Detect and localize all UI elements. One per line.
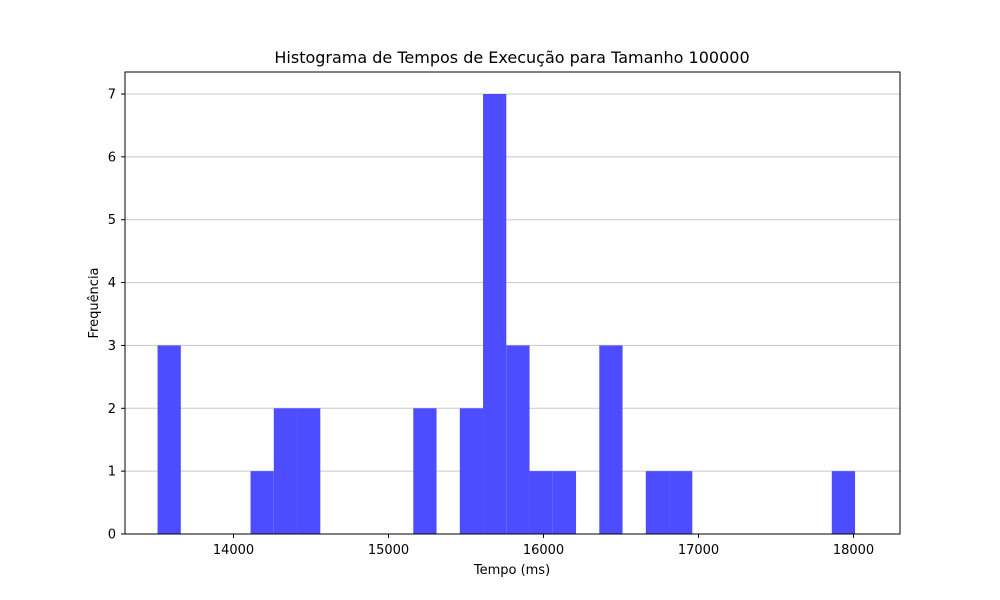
histogram-bar [669,471,693,534]
y-axis-ticks: 0 1 2 3 4 5 6 7 [108,88,125,543]
histogram-bar [645,471,670,534]
y-tick-label: 0 [108,528,116,543]
histogram-bar [273,408,298,534]
histogram-bar [459,408,484,534]
y-axis-label: Frequência [87,267,102,338]
x-tick-label: 18000 [833,543,874,558]
y-tick-label: 3 [108,339,116,354]
histogram-bar [529,471,553,534]
y-tick-label: 6 [108,150,116,165]
histogram-bar [552,471,577,534]
x-tick-label: 14000 [213,543,254,558]
y-tick-label: 1 [108,465,116,480]
y-tick-label: 2 [108,402,116,417]
y-tick-label: 7 [108,88,116,103]
x-tick-label: 16000 [523,543,564,558]
histogram-bar [506,345,530,534]
x-tick-label: 17000 [678,543,719,558]
chart-title: Histograma de Tempos de Execução para Ta… [274,48,749,67]
y-tick-label: 4 [108,276,116,291]
histogram-bar [250,471,274,534]
histogram-bar [483,94,507,534]
bars-group [157,94,856,534]
histogram-bar [831,471,856,534]
x-tick-label: 15000 [368,543,409,558]
x-axis-label: Tempo (ms) [473,563,550,578]
histogram-bar [157,345,181,534]
x-axis-ticks: 14000 15000 16000 17000 18000 [213,534,874,558]
histogram-bar [599,345,623,534]
y-tick-label: 5 [108,213,116,228]
histogram-bar [297,408,321,534]
plot-frame [124,71,901,535]
histogram-bar [413,408,437,534]
